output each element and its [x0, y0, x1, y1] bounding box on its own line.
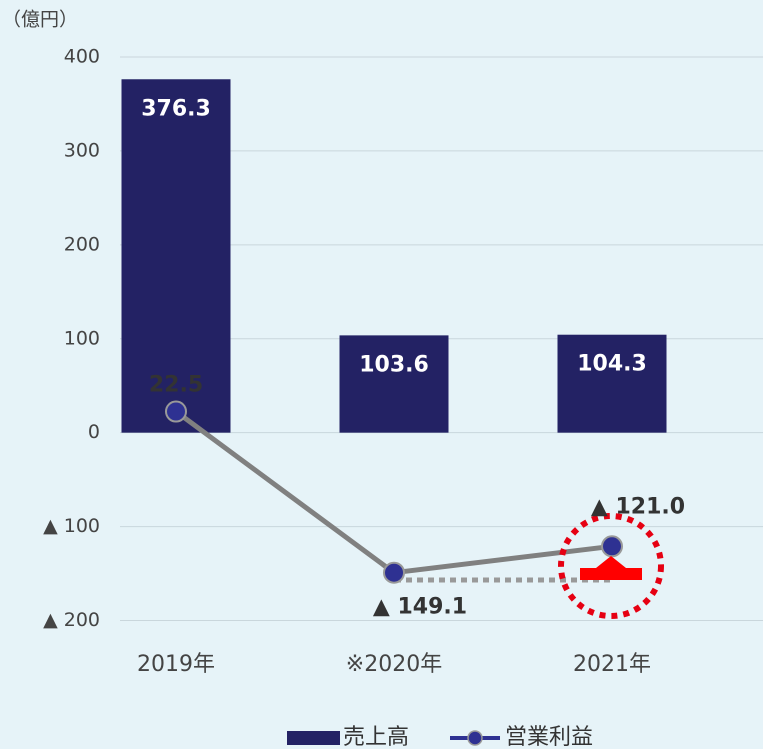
x-tick-label: ※2020年 [346, 652, 442, 677]
line-value-label: ▲ 121.0 [591, 494, 685, 519]
line-marker [601, 535, 623, 558]
line-marker [165, 400, 187, 423]
legend-swatch [287, 731, 340, 745]
y-tick-label: 400 [64, 46, 100, 68]
y-tick-label: ▲ 200 [43, 609, 100, 631]
y-tick-label: 100 [64, 327, 100, 349]
labels: 2019年 ※2020年 2021年 376.3 103.6 104.3 22.5 ▲ 149… [137, 96, 685, 749]
unit-label: （億円） [2, 9, 78, 31]
lines [165, 400, 623, 584]
bar-value-label: 376.3 [141, 96, 211, 121]
up-arrow [580, 556, 642, 580]
y-tick-label: 300 [64, 139, 100, 161]
bars [121, 79, 667, 433]
line-value-label: 22.5 [149, 373, 203, 398]
bar [557, 334, 667, 433]
y-tick-label: 200 [64, 233, 100, 255]
y-tick-label: 0 [88, 421, 100, 443]
line-value-label: ▲ 149.1 [373, 595, 467, 620]
legend-label: 売上高 [343, 725, 409, 749]
bar-value-label: 104.3 [577, 352, 647, 377]
bar [339, 335, 449, 433]
legend-label: 営業利益 [505, 725, 593, 749]
bar [121, 79, 231, 433]
legend-marker [467, 730, 483, 746]
x-tick-label: 2019年 [137, 652, 215, 677]
x-tick-label: 2021年 [573, 652, 651, 677]
y-tick-label: ▲ 100 [43, 515, 100, 537]
highlight-circle [558, 513, 664, 619]
line-marker [383, 561, 405, 584]
bar-value-label: 103.6 [359, 352, 429, 377]
